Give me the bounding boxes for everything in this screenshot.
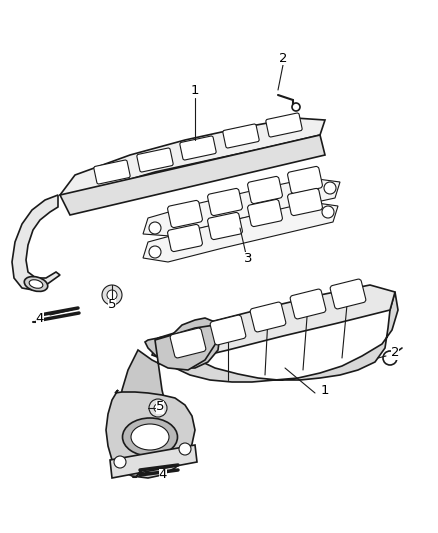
Polygon shape: [106, 390, 195, 478]
Circle shape: [179, 443, 191, 455]
FancyBboxPatch shape: [168, 224, 202, 252]
Ellipse shape: [131, 424, 169, 450]
Polygon shape: [60, 135, 325, 215]
FancyBboxPatch shape: [290, 289, 326, 319]
Ellipse shape: [123, 418, 177, 456]
FancyBboxPatch shape: [250, 302, 286, 332]
FancyBboxPatch shape: [208, 213, 242, 239]
Circle shape: [324, 182, 336, 194]
Circle shape: [149, 399, 167, 417]
FancyBboxPatch shape: [247, 199, 283, 227]
FancyBboxPatch shape: [168, 200, 202, 228]
Text: 3: 3: [244, 252, 252, 264]
Polygon shape: [143, 202, 338, 262]
Text: 1: 1: [191, 84, 199, 96]
Circle shape: [292, 103, 300, 111]
FancyBboxPatch shape: [137, 148, 173, 172]
Circle shape: [154, 404, 162, 412]
Polygon shape: [60, 118, 325, 200]
FancyBboxPatch shape: [288, 166, 322, 193]
FancyBboxPatch shape: [170, 328, 206, 358]
Circle shape: [149, 246, 161, 258]
FancyBboxPatch shape: [266, 113, 302, 137]
FancyBboxPatch shape: [330, 279, 366, 309]
Polygon shape: [120, 325, 218, 452]
Polygon shape: [168, 292, 398, 382]
Circle shape: [102, 285, 122, 305]
Circle shape: [114, 456, 126, 468]
Polygon shape: [145, 318, 220, 368]
Polygon shape: [152, 285, 395, 363]
FancyBboxPatch shape: [288, 189, 322, 215]
Text: 4: 4: [36, 311, 44, 325]
Ellipse shape: [29, 280, 43, 288]
FancyBboxPatch shape: [210, 315, 246, 345]
Circle shape: [322, 206, 334, 218]
Circle shape: [149, 222, 161, 234]
FancyBboxPatch shape: [208, 189, 242, 215]
Polygon shape: [12, 195, 60, 290]
Polygon shape: [143, 178, 340, 236]
FancyBboxPatch shape: [180, 136, 216, 160]
FancyBboxPatch shape: [223, 124, 259, 148]
Text: 1: 1: [321, 384, 329, 397]
Text: 5: 5: [108, 298, 116, 311]
Text: 2: 2: [279, 52, 287, 64]
Circle shape: [383, 351, 397, 365]
Polygon shape: [110, 445, 197, 478]
Text: 4: 4: [159, 469, 167, 481]
Text: 2: 2: [391, 346, 399, 359]
Circle shape: [107, 290, 117, 300]
FancyBboxPatch shape: [247, 176, 283, 204]
FancyBboxPatch shape: [94, 160, 130, 184]
Ellipse shape: [24, 277, 48, 292]
Text: 5: 5: [156, 400, 164, 414]
